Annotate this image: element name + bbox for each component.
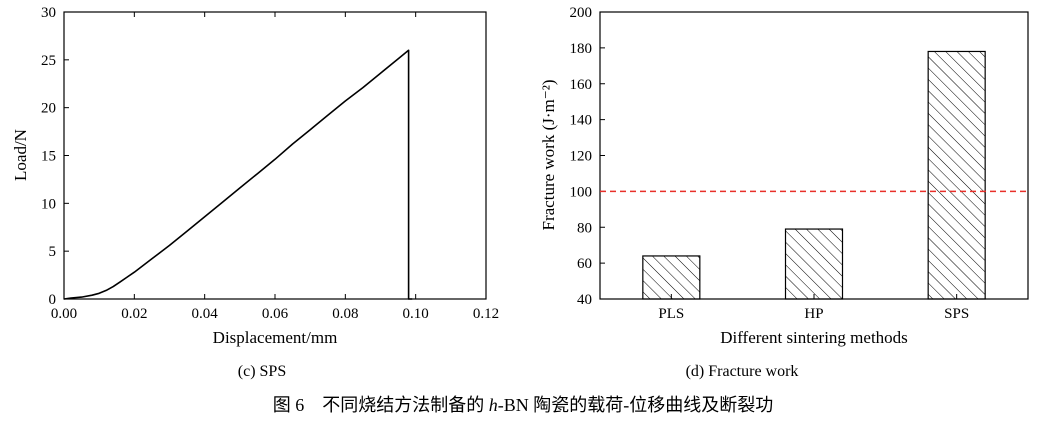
caption-c: (c) SPS (238, 363, 286, 380)
figure-title-suffix: -BN 陶瓷的载荷-位移曲线及断裂功 (498, 395, 774, 415)
y-tick-label-c: 0 (49, 292, 57, 308)
y-tick-label-d: 80 (577, 220, 592, 236)
figure-title-prefix: 图 6 不同烧结方法制备的 (273, 395, 489, 415)
y-tick-label-c: 15 (41, 149, 56, 165)
x-tick-label-c: 0.10 (403, 306, 429, 322)
axis-ticks-c: 0.00 0.02 0.04 0.06 0.08 0.10 0.12 0 5 10 15 20 25 30 (41, 5, 499, 322)
plot-frame-c (63, 11, 487, 300)
y-tick-label-d: 160 (570, 77, 593, 93)
axis-ticks-d: 40 60 80 100 120 140 160 180 200 PLS HP SPS (570, 5, 970, 322)
load-curve (63, 49, 413, 300)
x-tick-label-c: 0.12 (473, 306, 499, 322)
category-label-sps: SPS (944, 306, 969, 322)
fracture-work-chart: 40 60 80 100 120 140 160 180 200 PLS HP SPS Differe… (539, 5, 1029, 380)
load-displacement-chart: 0.00 0.02 0.04 0.06 0.08 0.10 0.12 0 5 10 15 20 25 30… (11, 5, 499, 380)
category-label-pls: PLS (658, 306, 684, 322)
x-tick-label-c: 0.06 (262, 306, 289, 322)
figure-title-italic: h (489, 395, 498, 415)
bar-hp (784, 228, 844, 300)
y-tick-label-d: 140 (570, 113, 593, 129)
x-tick-label-c: 0.08 (332, 306, 358, 322)
y-tick-label-d: 120 (570, 149, 593, 165)
x-tick-label-c: 0.04 (192, 306, 219, 322)
y-tick-label-c: 30 (41, 5, 56, 21)
y-tick-label-c: 10 (41, 196, 56, 212)
y-tick-label-d: 180 (570, 41, 593, 57)
load-curve-line (63, 49, 413, 300)
x-tick-label-c: 0.00 (51, 306, 77, 322)
y-tick-label-d: 60 (577, 256, 592, 272)
y-axis-label-c: Load/N (11, 129, 30, 181)
bars (642, 50, 986, 300)
x-axis-label-c: Displacement/mm (213, 328, 338, 347)
y-tick-label-c: 5 (49, 244, 57, 260)
category-label-hp: HP (804, 306, 823, 322)
y-tick-label-d: 100 (570, 184, 593, 200)
caption-d: (d) Fracture work (686, 363, 799, 380)
y-tick-label-c: 20 (41, 101, 56, 117)
bar-sps (927, 50, 986, 300)
y-tick-label-d: 200 (570, 5, 593, 21)
y-tick-label-d: 40 (577, 292, 592, 308)
bar-pls (642, 255, 701, 300)
y-tick-label-c: 25 (41, 53, 56, 69)
x-axis-label-d: Different sintering methods (720, 328, 908, 347)
y-axis-label-d: Fracture work (J·m⁻²) (539, 80, 558, 231)
x-tick-label-c: 0.02 (121, 306, 147, 322)
figure-title: 图 6 不同烧结方法制备的 h-BN 陶瓷的载荷-位移曲线及断裂功 (273, 395, 774, 415)
